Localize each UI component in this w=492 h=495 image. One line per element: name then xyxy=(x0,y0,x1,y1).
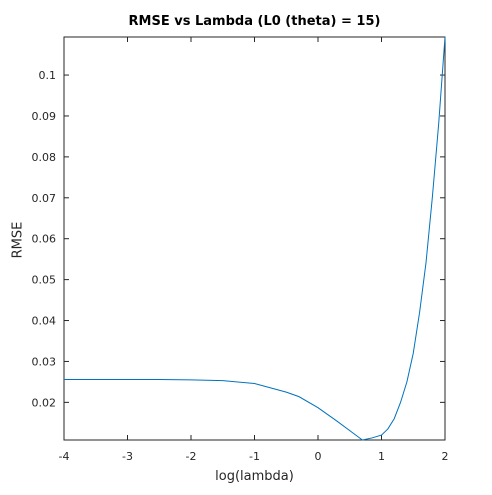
chart-title: RMSE vs Lambda (L0 (theta) = 15) xyxy=(128,14,381,29)
plot-area xyxy=(63,36,446,441)
x-tick-label: 2 xyxy=(442,450,449,463)
y-tick-label: 0.03 xyxy=(32,355,57,368)
series-layer xyxy=(64,36,446,441)
y-tick-label: 0.05 xyxy=(32,274,57,287)
x-tick-label: -1 xyxy=(249,450,260,463)
y-tick-label: 0.02 xyxy=(32,396,57,409)
x-tick-label: 1 xyxy=(378,450,385,463)
y-tick-label: 0.07 xyxy=(32,192,57,205)
y-axis-ticks: 0.02 0.03 0.04 0.05 0.06 0.07 0.08 0.09 0.1 xyxy=(32,69,445,409)
y-tick-label: 0.08 xyxy=(32,151,57,164)
x-tick-label: 0 xyxy=(315,450,322,463)
x-tick-label: -4 xyxy=(59,450,70,463)
x-tick-label: -2 xyxy=(186,450,197,463)
y-tick-label: 0.06 xyxy=(32,233,57,246)
series-line xyxy=(64,36,446,441)
y-tick-label: 0.1 xyxy=(39,69,57,82)
x-axis-label: log(lambda) xyxy=(215,469,294,484)
y-tick-label: 0.09 xyxy=(32,110,57,123)
x-tick-label: -3 xyxy=(122,450,133,463)
y-tick-label: 0.04 xyxy=(32,315,57,328)
